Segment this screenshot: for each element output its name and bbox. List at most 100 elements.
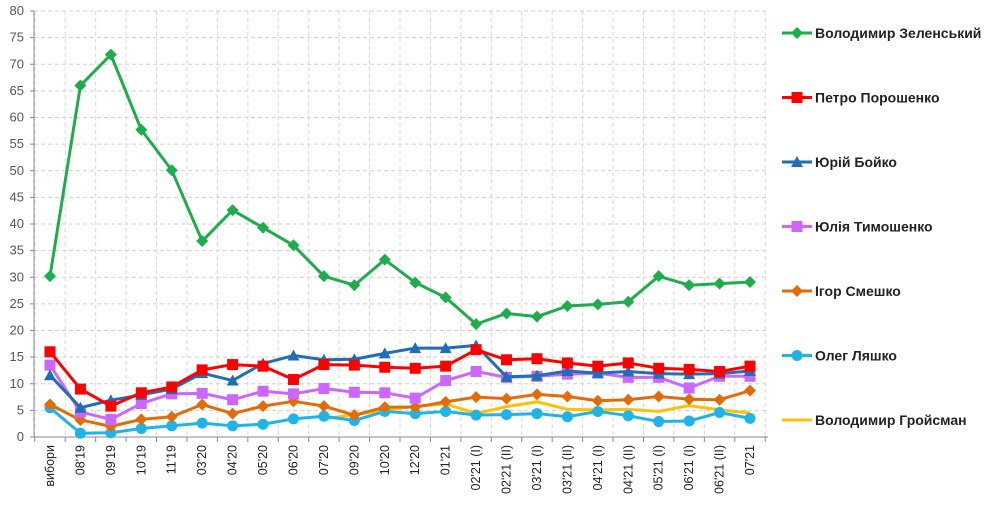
x-tick-label: 03'21 (I)	[530, 445, 544, 490]
x-tick-label: 03'20	[195, 445, 209, 475]
data-point	[196, 387, 208, 399]
data-point	[317, 400, 330, 413]
legend-item: Володимир Зеленський	[782, 25, 981, 41]
y-tick-label: 40	[10, 216, 24, 231]
data-point	[531, 408, 543, 420]
data-point	[287, 413, 299, 425]
data-point	[592, 405, 604, 417]
data-point	[409, 276, 422, 289]
x-tick-label: 11'19	[165, 445, 179, 474]
data-point	[287, 373, 299, 385]
series-line	[323, 400, 751, 421]
x-tick-label: 07'20	[317, 445, 331, 475]
data-point	[409, 342, 422, 354]
series-6	[323, 400, 751, 421]
data-point	[44, 346, 56, 358]
data-point	[135, 387, 147, 399]
data-point	[287, 349, 300, 361]
data-point	[378, 253, 391, 266]
data-point	[287, 239, 300, 252]
data-point	[744, 276, 756, 289]
data-point	[500, 370, 513, 382]
data-point	[409, 362, 421, 374]
data-point	[379, 387, 391, 399]
data-point	[44, 369, 56, 381]
x-tick-label: 03'21 (II)	[560, 445, 574, 494]
data-point	[74, 383, 86, 395]
data-point	[409, 392, 421, 404]
x-tick-label: 04'21 (I)	[591, 445, 605, 490]
legend-label: Ігор Смешко	[815, 283, 901, 299]
data-point	[622, 357, 634, 369]
data-point	[317, 270, 330, 283]
data-point	[439, 395, 452, 408]
data-point	[530, 369, 543, 381]
axes	[30, 10, 768, 442]
data-point	[44, 270, 56, 283]
y-tick-label: 75	[10, 30, 24, 45]
x-tick-label: 02'21 (II)	[500, 445, 514, 494]
data-point	[591, 367, 604, 379]
legend-label: Юлія Тимошенко	[815, 219, 933, 235]
legend-marker	[791, 92, 803, 103]
data-point	[592, 360, 604, 372]
data-point	[135, 397, 147, 409]
legend-marker	[791, 221, 803, 232]
data-point	[683, 279, 696, 292]
legend-label: Володимир Зеленський	[815, 25, 981, 41]
x-axis-ticks: вибори 08'19 09'19 10'19 11'19 03'20 04'20 05'2…	[43, 445, 757, 494]
data-point	[166, 420, 178, 432]
data-point	[439, 291, 452, 304]
y-tick-label: 20	[10, 323, 24, 338]
data-point	[531, 353, 543, 365]
data-point	[348, 279, 361, 292]
legend-marker	[791, 156, 803, 167]
x-tick-label: 06'20	[286, 445, 300, 475]
x-tick-label: 09'20	[347, 445, 361, 475]
y-axis-ticks: 0 5 10 15 20 25 30 35 40 45 50 55 60 65 70 75 80	[10, 3, 24, 444]
data-point	[378, 401, 391, 414]
data-point	[652, 390, 665, 403]
data-point	[227, 420, 239, 432]
legend-marker	[791, 27, 803, 39]
y-tick-label: 15	[10, 349, 24, 364]
data-point	[409, 401, 422, 414]
legend-label: Олег Ляшко	[815, 348, 897, 364]
data-point	[257, 221, 270, 234]
legend-item: Олег Ляшко	[782, 348, 897, 364]
data-point	[561, 300, 574, 313]
data-point	[653, 362, 665, 374]
y-tick-label: 50	[10, 163, 24, 178]
data-point	[591, 298, 604, 311]
x-tick-label: 02'21 (I)	[469, 445, 483, 490]
data-point	[196, 235, 209, 248]
y-tick-label: 35	[10, 243, 24, 258]
data-point	[165, 410, 178, 423]
data-point	[440, 375, 452, 387]
grid	[34, 10, 768, 438]
data-point	[714, 366, 726, 378]
data-point	[440, 360, 452, 372]
data-point	[287, 388, 299, 400]
data-point	[166, 381, 178, 393]
data-point	[409, 408, 421, 420]
data-point	[44, 359, 56, 371]
legend-item: Ігор Смешко	[782, 283, 901, 299]
data-point	[105, 400, 117, 412]
data-point	[622, 371, 634, 383]
series-0	[44, 48, 756, 331]
data-point	[561, 390, 574, 403]
data-point	[226, 407, 239, 420]
data-point	[440, 405, 452, 417]
x-tick-label: 06'21 (I)	[682, 445, 696, 490]
legend: Володимир Зеленський Петро Порошенко Юрій …	[782, 25, 981, 428]
legend-item: Юлія Тимошенко	[782, 219, 933, 235]
data-point	[530, 310, 543, 323]
legend-label: Володимир Гройсман	[815, 412, 967, 428]
data-point	[561, 411, 573, 423]
series-lines	[44, 48, 756, 439]
data-point	[226, 374, 239, 386]
data-point	[379, 361, 391, 373]
x-tick-label: вибори	[43, 445, 57, 487]
